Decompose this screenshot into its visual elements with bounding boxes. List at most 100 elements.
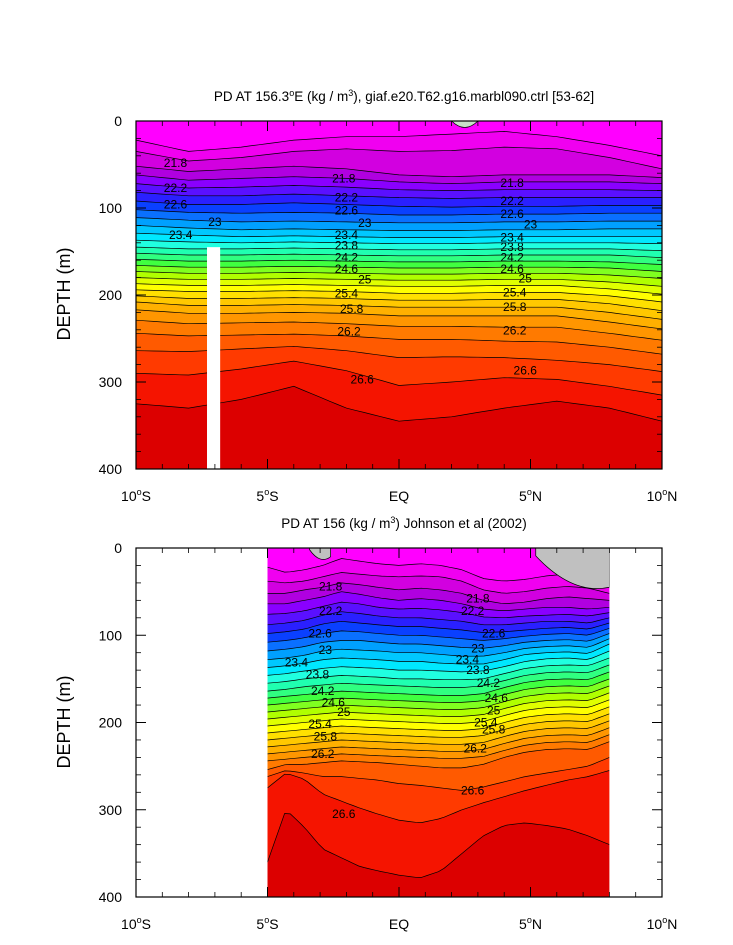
contour-line: [135, 385, 663, 422]
contour-label: 23: [471, 641, 485, 655]
contour-label: 23.8: [500, 240, 524, 254]
contour-label: 21.8: [466, 592, 490, 606]
y-tick-label: 0: [114, 113, 122, 129]
contour-label: 21.8: [164, 156, 188, 170]
y-tick-label: 300: [99, 802, 123, 818]
contour-label: 25: [358, 272, 372, 286]
chart-title-suffix: ), giaf.e20.T62.g16.marbl090.ctrl [53-62…: [353, 89, 594, 104]
chart-title-prefix: PD AT 156.3: [214, 89, 289, 104]
contour-line: [267, 770, 610, 823]
contour-label: 25.4: [335, 286, 359, 300]
contour-line: [267, 720, 610, 748]
chart-title-sup: 3: [348, 88, 353, 98]
contour-label: 25.4: [474, 716, 498, 730]
y-tick-label: 0: [114, 540, 122, 556]
contour-line: [267, 633, 610, 652]
contour-line: [267, 572, 610, 594]
no-data-mask: [136, 548, 268, 897]
contour-line: [267, 706, 610, 734]
contour-line: [135, 209, 662, 216]
x-tick-label: 10oN: [647, 487, 678, 504]
contour-label: 23: [524, 218, 538, 232]
contour-label: 23: [358, 216, 372, 230]
contour-label: 25.4: [503, 285, 527, 299]
y-axis-label: DEPTH (m): [54, 248, 74, 341]
contour-line: [135, 283, 663, 295]
contour-line: [135, 332, 663, 355]
y-tick-label: 100: [99, 627, 123, 643]
contour-line: [135, 345, 663, 372]
contour-label: 26.2: [464, 742, 488, 756]
contour-label: 23.4: [335, 228, 359, 242]
chart-title: PD AT 156.3oE (kg / m3), giaf.e20.T62.g1…: [214, 88, 594, 104]
contour-label: 22.6: [335, 204, 359, 218]
panel-observation: PD AT 156 (kg / m3) Johnson et al (2002)…: [54, 515, 677, 932]
contour-label: 23.4: [285, 655, 309, 669]
y-tick-label: 200: [99, 287, 123, 303]
contour-line: [267, 643, 610, 668]
contour-line: [135, 217, 662, 224]
contour-label: 22.6: [308, 627, 332, 641]
contour-line: [135, 309, 663, 330]
contour-label: 24.6: [485, 691, 509, 705]
contour-line: [267, 734, 610, 762]
contour-line: [267, 601, 610, 619]
contour-line: [267, 757, 610, 791]
contour-label: 23.8: [335, 238, 359, 252]
contour-line: [135, 258, 663, 265]
contour-label: 26.6: [461, 784, 485, 798]
contour-label: 22.2: [500, 194, 524, 208]
contour-label: 25.4: [308, 717, 332, 731]
contour-line: [135, 146, 663, 170]
land-mask: [309, 547, 331, 560]
chart-title-mid: E (kg / m: [294, 89, 348, 104]
contour-label: 22.2: [335, 191, 359, 205]
contour-label: 23.4: [500, 231, 524, 245]
contour-line: [135, 165, 663, 178]
contour-line: [267, 678, 610, 706]
contour-line: [135, 191, 662, 199]
contour-label: 25.8: [340, 302, 364, 316]
contour-line: [135, 246, 663, 251]
plot-area: 21.822.222.62323.423.824.224.62525.425.8…: [99, 540, 678, 932]
contour-line: [267, 685, 610, 713]
contour-label: 22.2: [461, 604, 485, 618]
contour-label: 22.6: [164, 198, 188, 212]
contour-label: 22.2: [164, 181, 188, 195]
contour-label: 25: [337, 705, 351, 719]
contour-line: [267, 582, 610, 604]
contour-label: 24.2: [500, 251, 524, 265]
contour-label: 24.6: [500, 262, 524, 276]
contour-label: 23: [319, 643, 333, 657]
contour-line: [267, 620, 610, 634]
contour-line: [135, 301, 663, 320]
contour-label: 21.8: [500, 176, 524, 190]
contour-label: 25.8: [314, 729, 338, 743]
contour-line: [267, 741, 610, 770]
contour-label: 21.8: [319, 579, 343, 593]
contour-label: 23.8: [466, 663, 490, 677]
contour-line: [135, 131, 663, 157]
y-tick-label: 400: [99, 461, 123, 477]
contour-label: 23.4: [169, 228, 193, 242]
panel-model: PD AT 156.3oE (kg / m3), giaf.e20.T62.g1…: [54, 88, 677, 504]
chart-title-sup: 3: [390, 515, 395, 525]
x-tick-label: 10oS: [121, 487, 151, 504]
x-tick-label: EQ: [389, 916, 409, 932]
contour-label: 25: [487, 703, 501, 717]
contour-label: 24.6: [322, 695, 346, 709]
chart-title-degree: o: [289, 88, 294, 98]
contour-line: [267, 699, 610, 727]
y-tick-label: 200: [99, 715, 123, 731]
contour-label: 23.4: [456, 653, 480, 667]
contour-line: [267, 627, 610, 643]
chart-title-prefix: PD AT 156 (kg / m: [281, 516, 390, 531]
contour-label: 23: [208, 215, 222, 229]
contour-line: [267, 611, 610, 626]
contour-label: 26.6: [332, 807, 356, 821]
contour-line: [135, 289, 663, 303]
contour-line: [135, 295, 663, 312]
contour-line: [267, 692, 610, 720]
contour-label: 25: [519, 271, 533, 285]
